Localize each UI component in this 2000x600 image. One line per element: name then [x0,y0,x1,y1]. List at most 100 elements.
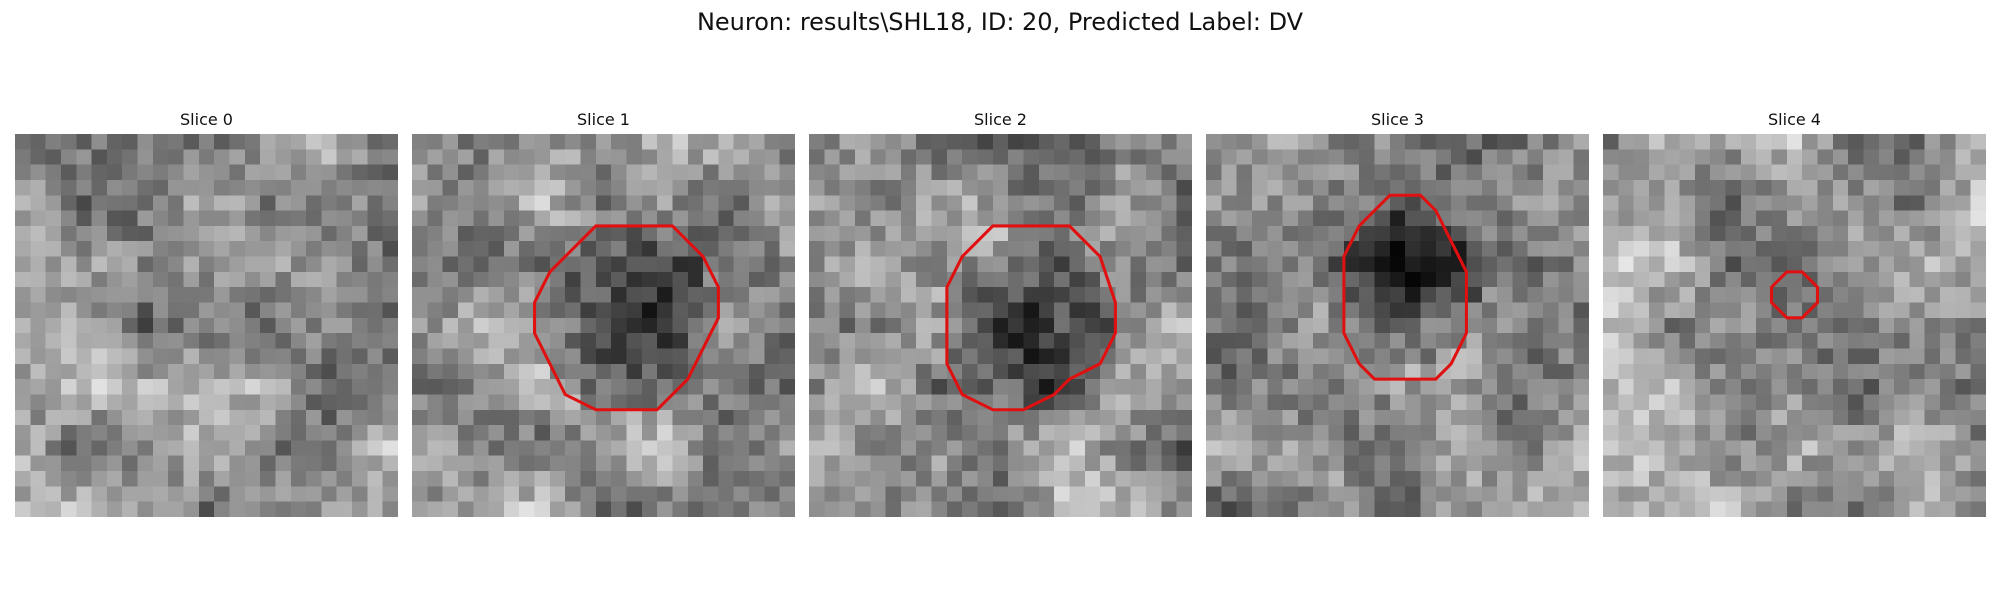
pixel [1694,164,1711,181]
pixel [703,379,719,395]
slice-3-label: Slice 3 [1371,110,1424,129]
pixel [1924,287,1941,303]
pixel [779,302,795,319]
pixel [352,195,368,211]
pixel [824,271,840,288]
pixel [1481,225,1498,242]
pixel [916,471,932,487]
pixel [91,425,108,441]
pixel [1756,394,1772,411]
pixel [1848,287,1864,303]
pixel [1146,241,1162,257]
pixel [1038,348,1055,365]
pixel [152,394,169,411]
pixel [290,241,307,257]
pixel [1664,149,1680,165]
pixel [703,455,719,472]
pixel [1740,256,1757,273]
pixel [900,486,917,502]
pixel [1084,134,1101,150]
pixel [290,195,307,211]
pixel [916,501,932,517]
pixel [30,225,46,242]
pixel [718,241,735,257]
pixel [549,471,566,487]
pixel [749,333,765,349]
pixel [1648,241,1665,257]
pixel [1451,149,1467,165]
pixel [1451,256,1467,273]
pixel [870,149,886,165]
pixel [1115,271,1132,288]
pixel [1100,409,1116,426]
pixel [488,287,505,303]
pixel [1389,379,1406,395]
pixel [1481,164,1498,181]
pixel [1146,394,1162,411]
pixel [916,241,932,257]
pixel [30,179,46,196]
pixel [1451,455,1467,472]
pixel [1633,409,1650,426]
pixel [870,164,886,181]
pixel [442,333,459,349]
pixel [1940,317,1956,334]
pixel [1648,302,1665,319]
pixel [367,179,383,196]
pixel [290,179,307,196]
pixel [534,409,551,426]
pixel [1740,287,1757,303]
pixel [352,241,368,257]
slice-0-image [15,134,398,517]
pixel [275,225,292,242]
pixel [1909,302,1926,319]
pixel [1802,455,1818,472]
pixel [367,455,383,472]
pixel [672,409,689,426]
pixel [260,271,276,288]
pixel [1236,409,1253,426]
pixel [1527,501,1544,517]
pixel [1481,501,1498,517]
pixel [229,317,246,334]
pixel [1023,164,1040,181]
pixel [1420,333,1437,349]
pixel [1038,225,1055,242]
pixel [1069,271,1086,288]
pixel [1664,440,1680,457]
pixel [779,287,795,303]
pixel [122,271,138,288]
pixel [1115,256,1132,273]
pixel [519,440,535,457]
pixel [1481,195,1498,211]
pixel [1558,134,1574,150]
pixel [1863,225,1880,242]
pixel [1940,394,1956,411]
pixel [672,302,689,319]
pixel [992,425,1009,441]
pixel [1512,302,1529,319]
pixel [260,333,276,349]
pixel [30,164,46,181]
pixel [1955,440,1971,457]
pixel [60,317,77,334]
pixel [1221,486,1237,502]
pixel [1909,210,1926,227]
pixel [1497,195,1513,211]
pixel [1970,379,1986,395]
pixel [916,256,932,273]
pixel [229,486,246,502]
pixel [336,287,353,303]
pixel [1512,225,1529,242]
pixel [30,333,46,349]
slice-2-label: Slice 2 [974,110,1027,129]
pixel [1267,164,1283,181]
pixel [687,271,704,288]
pixel [764,195,780,211]
pixel [1694,210,1711,227]
pixel [687,164,704,181]
pixel [1679,486,1696,502]
pixel [687,134,704,150]
pixel [1451,302,1467,319]
pixel [290,363,307,380]
